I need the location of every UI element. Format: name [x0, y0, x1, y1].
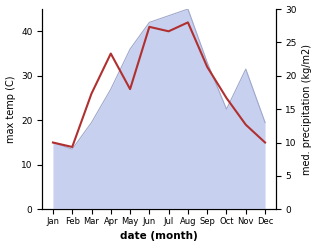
- Y-axis label: max temp (C): max temp (C): [5, 75, 16, 143]
- X-axis label: date (month): date (month): [120, 231, 198, 242]
- Y-axis label: med. precipitation (kg/m2): med. precipitation (kg/m2): [302, 44, 313, 175]
